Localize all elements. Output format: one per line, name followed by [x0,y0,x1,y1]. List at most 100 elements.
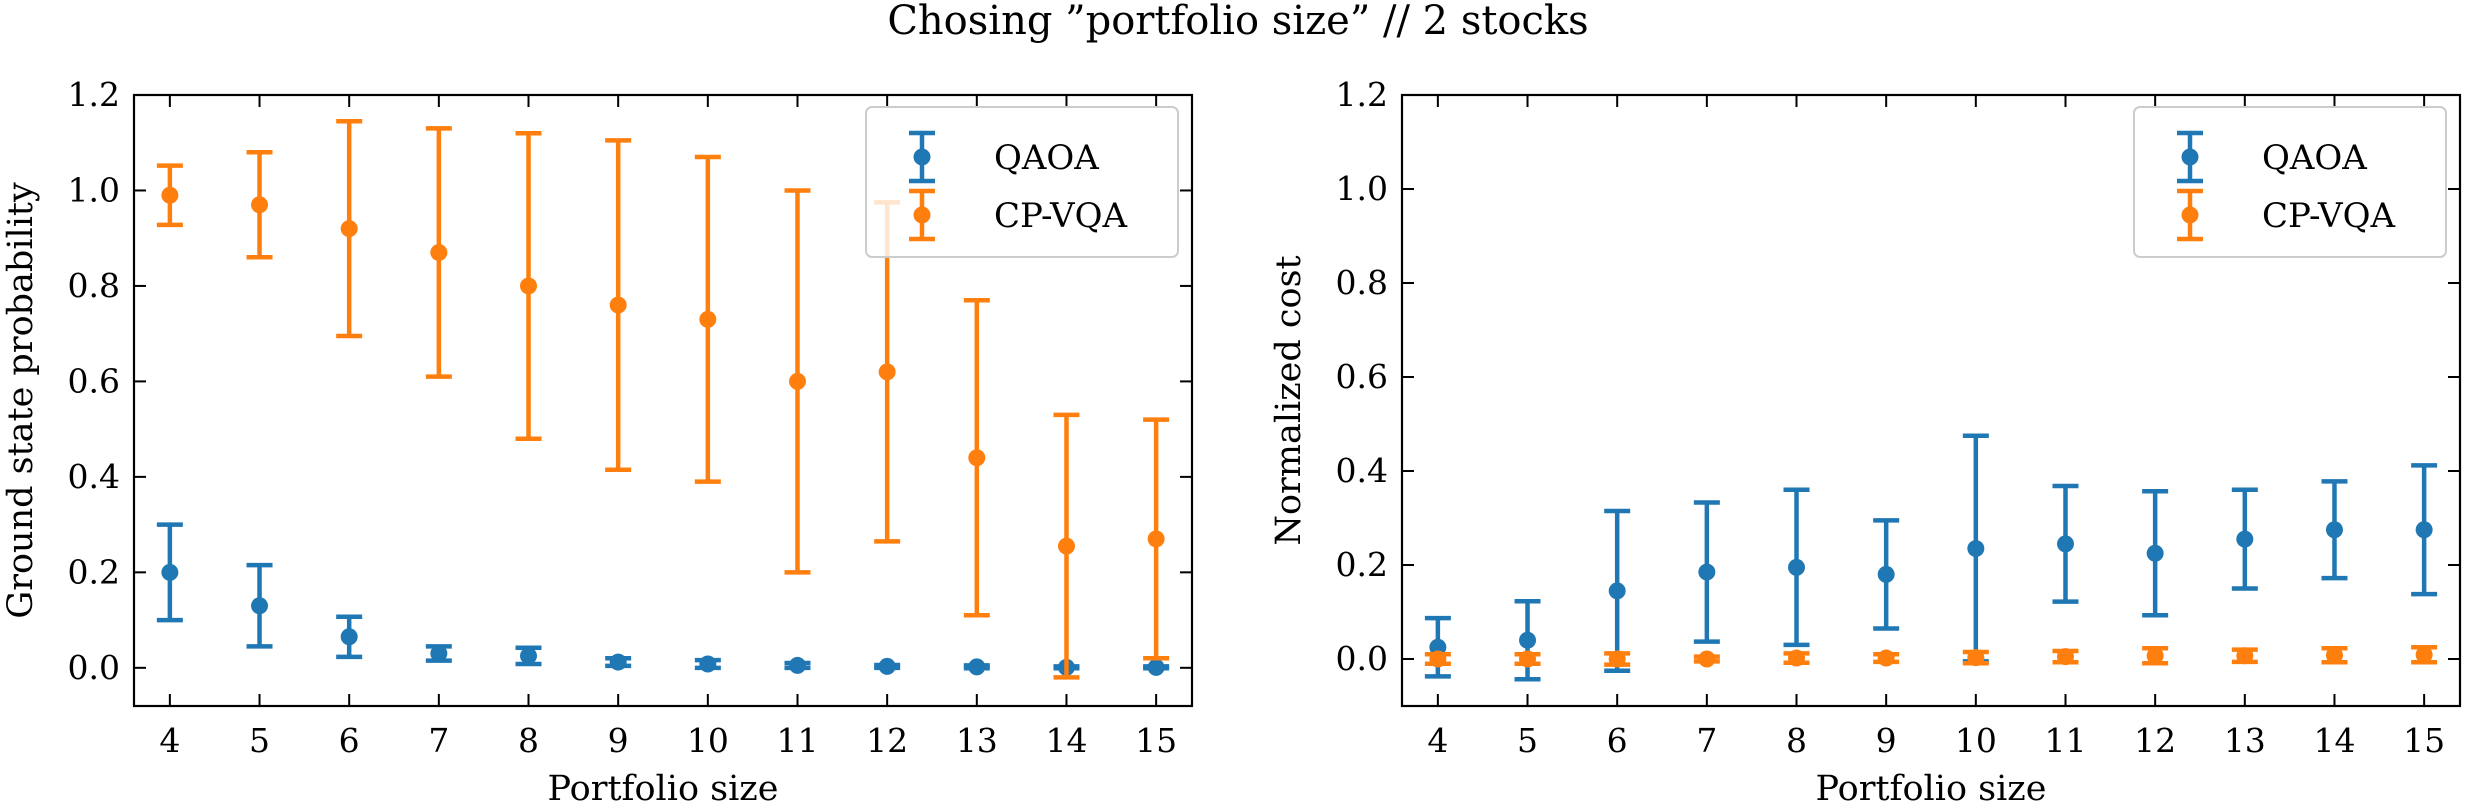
data-point [1788,558,1806,576]
data-point [161,563,179,581]
x-axis-label: Portfolio size [1816,769,2047,809]
x-tick-label: 9 [608,721,629,760]
axes-frame [1400,93,2462,708]
data-point [968,449,986,467]
x-tick-label: 6 [1607,721,1628,760]
series-cp-vqa [1424,645,2438,668]
data-point [1877,649,1895,667]
x-tick-label: 7 [428,721,449,760]
data-point [1057,537,1075,555]
legend-dot [913,206,931,224]
x-tick-label: 9 [1876,721,1897,760]
x-tick-label: 10 [1955,721,1997,760]
y-tick-label: 0.4 [68,457,120,496]
x-tick-label: 11 [776,721,818,760]
y-tick-label: 1.2 [1336,75,1388,114]
x-tick-label: 7 [1696,721,1717,760]
data-point [878,363,896,381]
legend-dot [2181,206,2199,224]
y-tick-label: 0.0 [68,648,120,687]
data-point [2415,646,2433,664]
data-point [430,244,448,262]
x-tick-label: 12 [2134,721,2176,760]
figure-title: Chosing ”portfolio size” // 2 stocks [887,0,1588,44]
data-point [968,658,986,676]
data-point [2146,544,2164,562]
data-point [609,653,627,671]
x-tick-label: 6 [339,721,360,760]
data-point [2056,648,2074,666]
data-point [788,372,806,390]
data-point [2325,521,2343,539]
y-tick-label: 0.2 [1336,545,1388,584]
data-point [878,657,896,675]
x-tick-label: 4 [159,721,180,760]
y-axis-label: Ground state probability [1,182,41,619]
y-tick-label: 1.0 [1336,169,1388,208]
y-axis-label: Normalized cost [1269,255,1309,545]
data-point [251,196,269,214]
data-point [2236,530,2254,548]
data-point [699,655,717,673]
series-qaoa [156,522,1170,676]
data-point [1877,565,1895,583]
legend-marker [909,188,935,242]
x-tick-label: 8 [518,721,539,760]
y-tick-label: 0.8 [68,266,120,305]
legend-label: QAOA [2262,138,2367,178]
data-point [520,647,538,665]
data-point [1519,631,1537,649]
data-point [520,277,538,295]
legend-dot [2181,148,2199,166]
legend-label: QAOA [994,138,1099,178]
y-tick-label: 1.2 [68,75,120,114]
legend-label: CP-VQA [2262,196,2395,236]
x-tick-label: 15 [1135,721,1177,760]
data-point [430,644,448,662]
data-point [1788,649,1806,667]
data-point [1698,563,1716,581]
data-point [161,186,179,204]
data-point [2415,521,2433,539]
data-point [2325,646,2343,664]
data-point [1967,649,1985,667]
data-point [1967,540,1985,558]
legend: QAOA CP-VQA [2133,106,2447,258]
series-cp-vqa [156,119,1170,680]
y-tick-label: 0.6 [68,361,120,400]
data-point [1147,530,1165,548]
x-tick-label: 8 [1786,721,1807,760]
x-axis-label: Portfolio size [548,769,779,809]
y-tick-label: 1.0 [68,170,120,209]
data-point [1608,582,1626,600]
x-tick-label: 14 [2313,721,2355,760]
legend-label: CP-VQA [994,196,1127,236]
data-point [1519,650,1537,668]
data-point [340,628,358,646]
data-point [1429,638,1447,656]
x-tick-label: 12 [866,721,908,760]
data-point [699,310,717,328]
legend-marker [2177,188,2203,242]
axes-frame [132,93,1194,708]
data-point [788,656,806,674]
y-tick-label: 0.4 [1336,451,1388,490]
series-qaoa [1424,433,2438,682]
legend-frame [865,106,1179,258]
x-tick-label: 14 [1045,721,1087,760]
data-point [1698,650,1716,668]
y-tick-label: 0.0 [1336,639,1388,678]
data-point [2236,647,2254,665]
legend-marker [2177,130,2203,184]
y-tick-label: 0.8 [1336,263,1388,302]
data-point [251,597,269,615]
x-tick-label: 5 [1517,721,1538,760]
data-point [2056,535,2074,553]
data-point [340,220,358,238]
legend-frame [2133,106,2447,258]
normalized-cost-panel: 4 5 6 7 8 9 10 11 12 13 14 15 0.0 0.2 0.4 0.6 0.8 1.0 1.2 P… [1269,75,2462,809]
legend-marker [909,130,935,184]
x-tick-label: 5 [249,721,270,760]
data-point [1429,650,1447,668]
